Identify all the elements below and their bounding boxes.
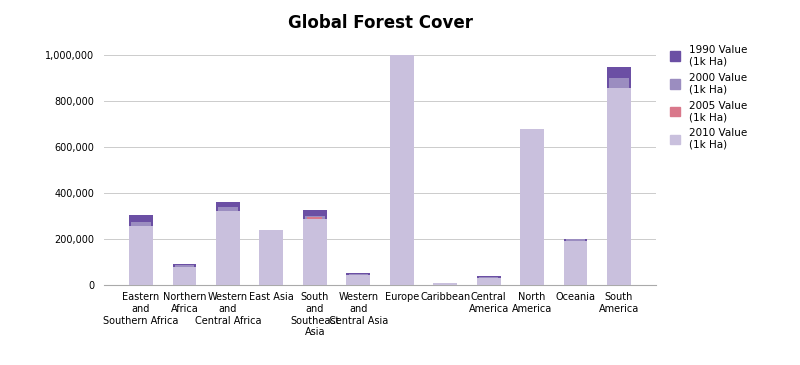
Bar xyxy=(216,203,240,285)
Bar xyxy=(522,222,542,285)
Bar xyxy=(390,55,414,285)
Bar xyxy=(566,239,586,285)
Bar xyxy=(525,186,540,285)
Legend: 1990 Value
(1k Ha), 2000 Value
(1k Ha), 2005 Value
(1k Ha), 2010 Value
(1k Ha): 1990 Value (1k Ha), 2000 Value (1k Ha), … xyxy=(666,42,750,153)
Bar xyxy=(350,274,366,285)
Bar xyxy=(173,267,197,285)
Bar xyxy=(305,216,325,285)
Bar xyxy=(611,158,626,285)
Bar xyxy=(262,237,281,285)
Bar xyxy=(609,78,629,285)
Bar xyxy=(174,265,194,285)
Title: Global Forest Cover: Global Forest Cover xyxy=(287,14,473,32)
Bar xyxy=(563,239,587,285)
Bar xyxy=(434,283,457,285)
Bar xyxy=(218,207,238,285)
Bar xyxy=(520,129,544,285)
Bar xyxy=(173,264,197,285)
Bar xyxy=(264,237,279,285)
Bar xyxy=(438,284,453,285)
Bar xyxy=(390,57,414,285)
Bar xyxy=(479,277,498,285)
Bar xyxy=(303,210,326,285)
Bar xyxy=(435,283,455,285)
Bar xyxy=(259,230,283,285)
Bar xyxy=(303,219,326,285)
Bar xyxy=(259,237,283,285)
Bar xyxy=(607,88,631,285)
Bar xyxy=(477,276,501,285)
Bar xyxy=(216,211,240,285)
Bar xyxy=(346,273,370,285)
Bar xyxy=(477,278,501,285)
Bar xyxy=(346,275,370,285)
Bar xyxy=(131,222,151,285)
Bar xyxy=(129,226,153,285)
Bar xyxy=(177,267,192,285)
Bar xyxy=(394,145,410,285)
Bar xyxy=(568,241,583,285)
Bar xyxy=(307,218,322,285)
Bar xyxy=(520,129,544,285)
Bar xyxy=(220,237,235,285)
Bar xyxy=(434,283,457,285)
Bar xyxy=(129,215,153,285)
Bar xyxy=(392,55,411,285)
Bar xyxy=(481,279,496,285)
Bar xyxy=(563,241,587,285)
Bar xyxy=(134,237,149,285)
Bar xyxy=(349,274,368,285)
Bar xyxy=(607,67,631,285)
